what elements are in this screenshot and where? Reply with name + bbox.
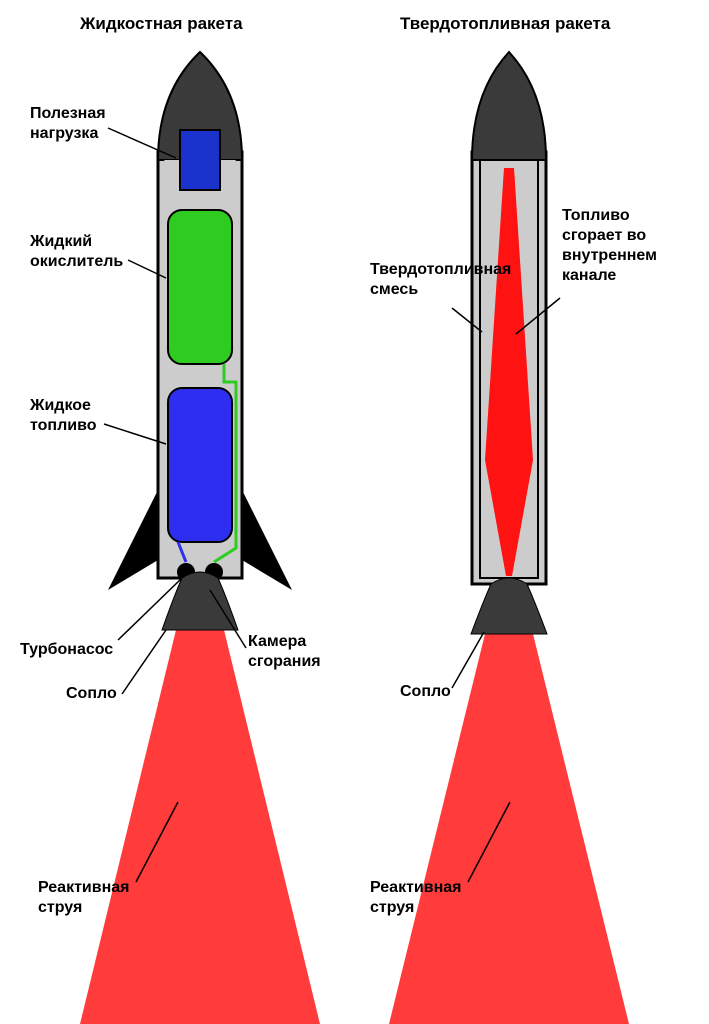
label-nozzle-left: Сопло [66,684,117,704]
diagram-stage: Жидкостная ракета Твердотопливная ракета… [0,0,709,1024]
label-nozzle-right: Сопло [400,682,451,702]
label-burns-in-channel: Топливосгорает вовнутреннемканале [562,206,657,286]
label-solid-mix: Твердотопливнаясмесь [370,260,511,300]
label-chamber: Камерасгорания [248,632,321,672]
label-exhaust-right: Реактивнаяструя [370,878,461,918]
label-oxidizer: Жидкийокислитель [30,232,123,272]
label-turbopump: Турбонасос [20,640,113,660]
diagram-svg [0,0,709,1024]
label-fuel: Жидкоетопливо [30,396,96,436]
label-exhaust-left: Реактивнаяструя [38,878,129,918]
label-payload: Полезнаянагрузка [30,104,106,144]
